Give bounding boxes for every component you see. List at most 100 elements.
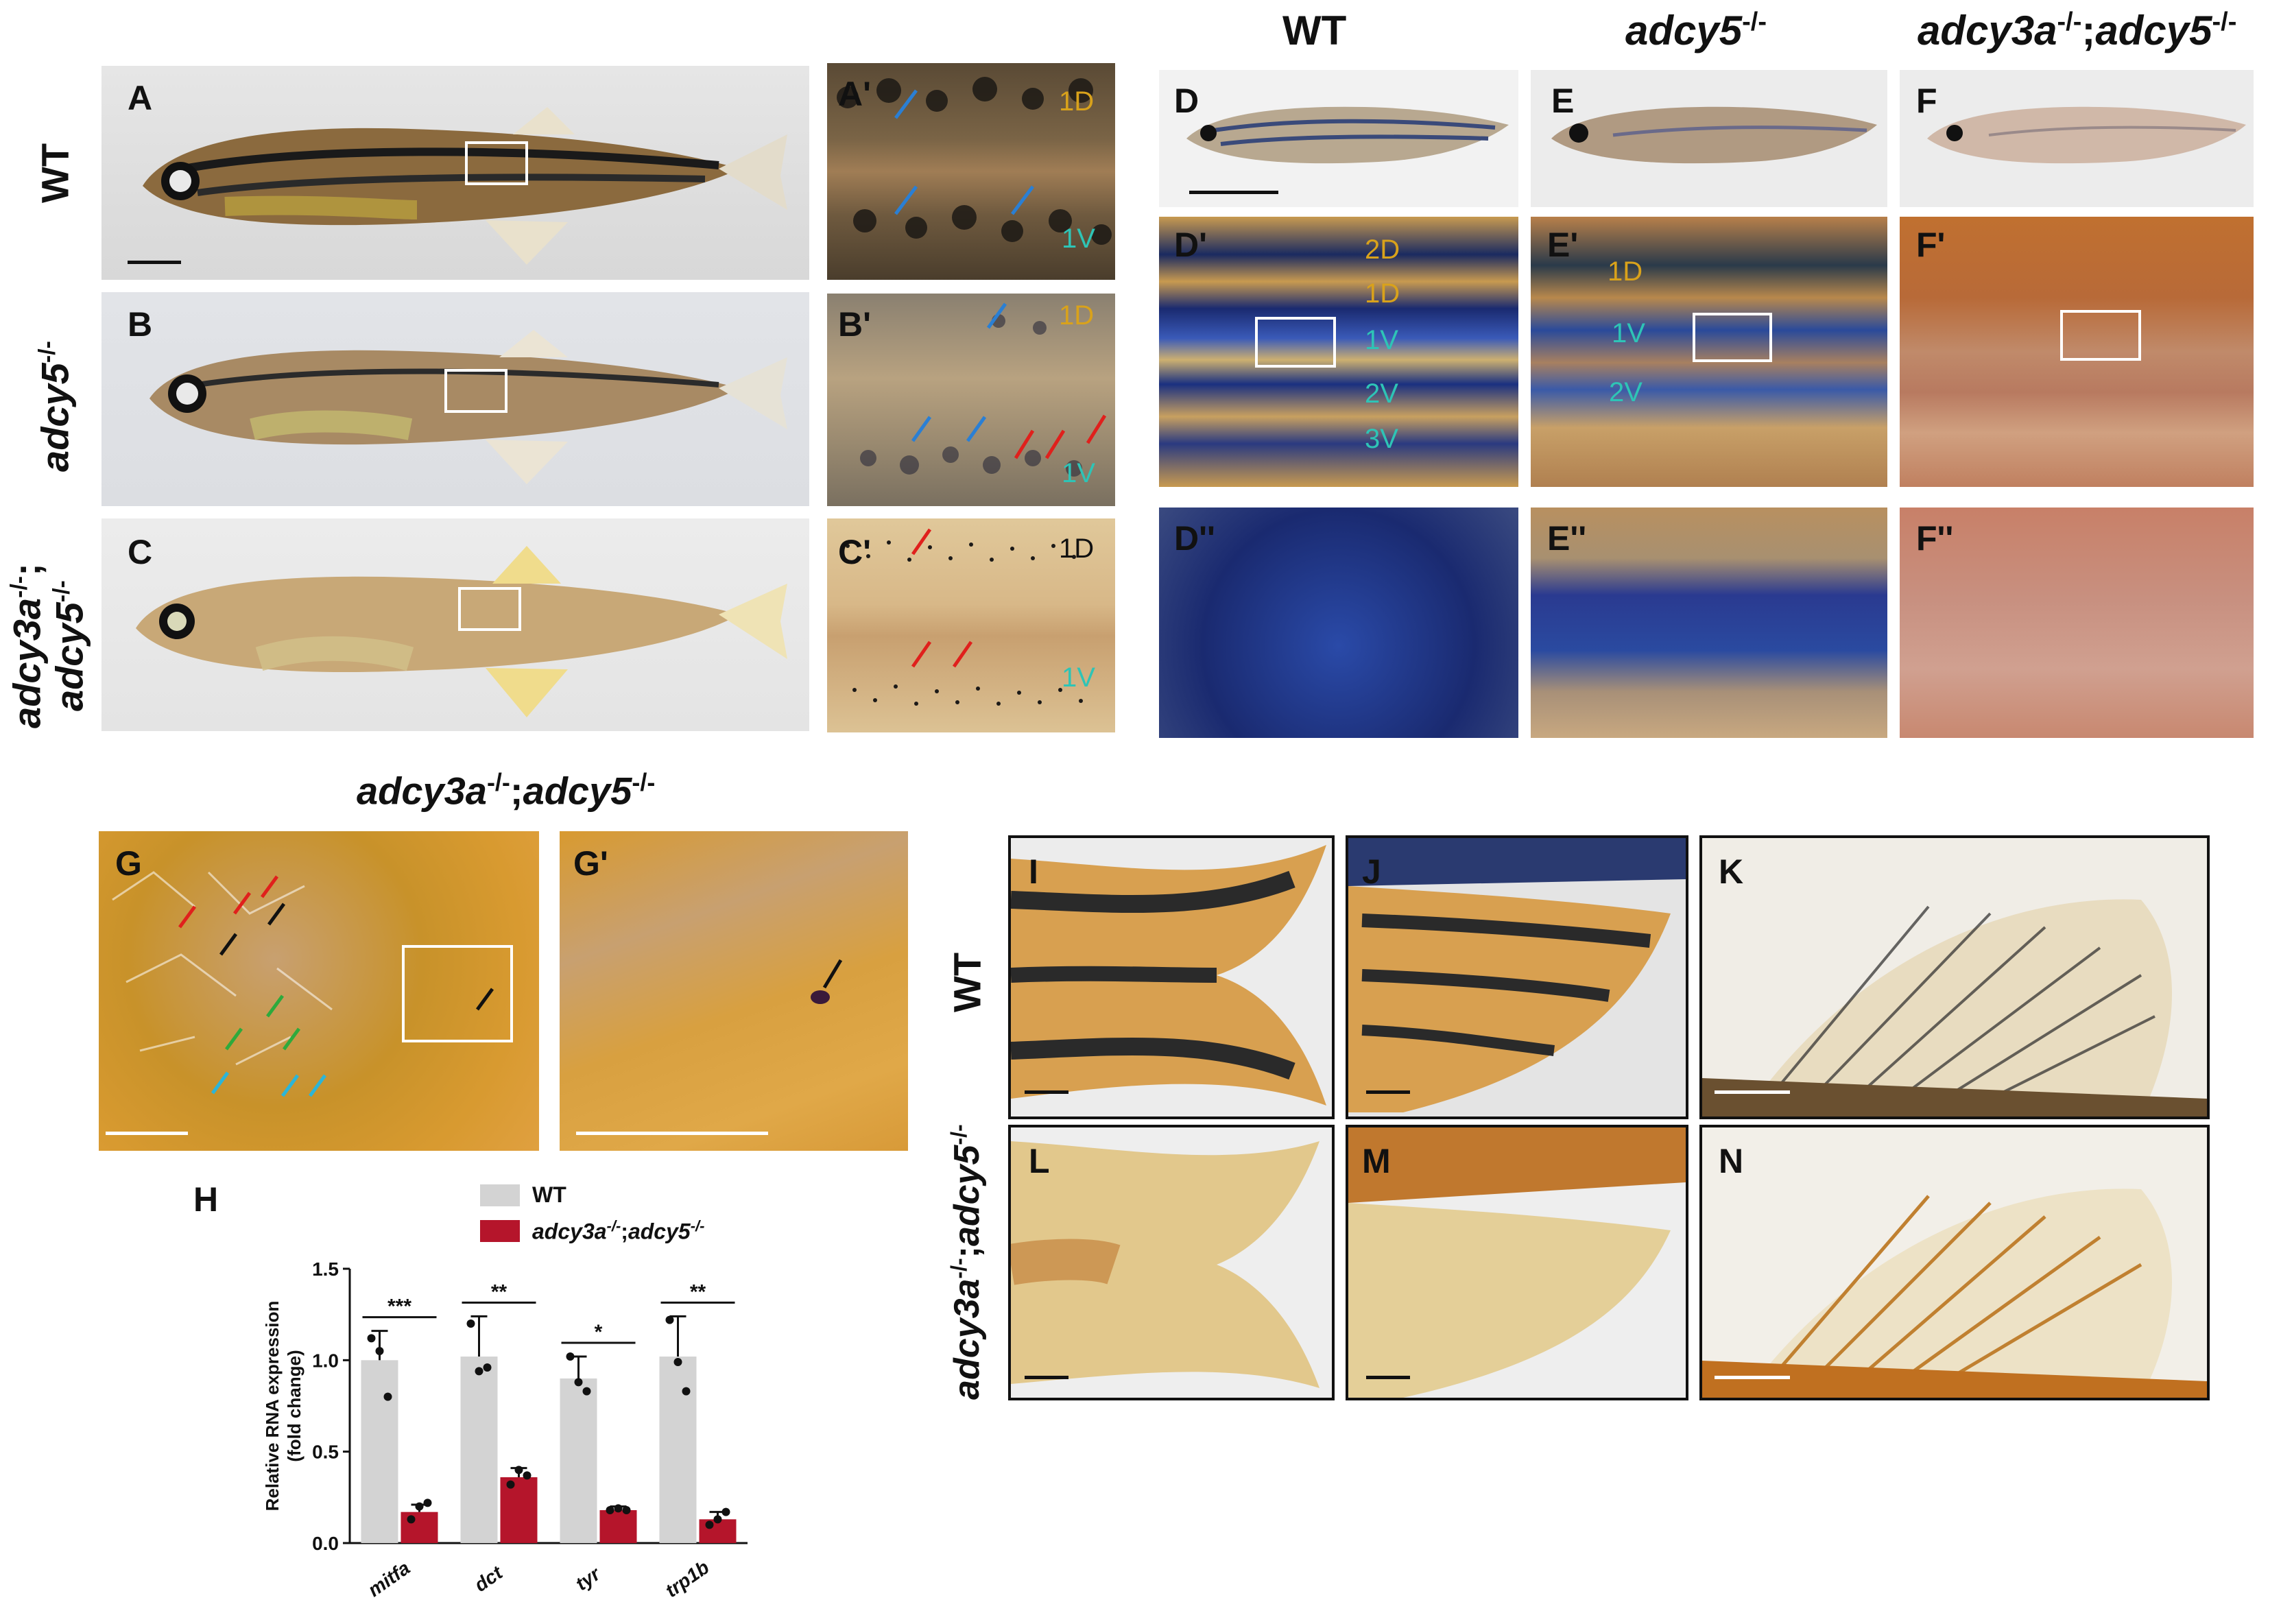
scale-bar-a (128, 261, 181, 264)
significance-label: * (595, 1321, 603, 1344)
scale-bar-n (1715, 1376, 1790, 1379)
row-label-fins-sep: ; (947, 1246, 988, 1258)
fin-l-drawing (1011, 1141, 1319, 1388)
arrow-green (224, 1027, 243, 1051)
arrow-black (822, 959, 843, 989)
panel-label-g: G (115, 844, 142, 883)
data-point (475, 1367, 483, 1376)
inset-box-a (465, 141, 528, 185)
panel-label-c: C (128, 533, 153, 571)
data-point (466, 1320, 475, 1328)
panel-label-c-prime: C' (838, 533, 871, 571)
header-wt: WT (1282, 8, 1347, 53)
panel-b-image (101, 292, 809, 506)
b-prime-melanophores (860, 314, 1082, 477)
row-label-fins-double: adcy3a-/-;adcy5-/- (946, 1097, 988, 1426)
panel-k-image (1699, 835, 2210, 1119)
stripe-label-d-prime-2d: 2D (1365, 235, 1400, 265)
scale-bar-i (1025, 1090, 1068, 1094)
stripe-label-d-prime-2v: 2V (1365, 379, 1398, 409)
panel-d-prime-image (1159, 217, 1518, 487)
data-point (415, 1502, 424, 1511)
g-iridophore-texture (112, 871, 333, 1066)
panel-label-g-prime: G' (573, 844, 608, 883)
a-prime-melanophores (837, 77, 1112, 245)
inset-box-g (402, 945, 513, 1042)
arrow-blue (1011, 185, 1034, 215)
g-arrows (178, 875, 494, 1097)
stripe-label-d-prime-1d: 1D (1365, 278, 1400, 309)
x-tick-label: mitfa (364, 1557, 414, 1601)
bar (361, 1360, 398, 1543)
panel-j-image (1346, 835, 1688, 1119)
stripe-label-b-prime-1d: 1D (1059, 300, 1095, 331)
data-point (383, 1392, 392, 1401)
bar (500, 1477, 538, 1543)
data-point (721, 1507, 730, 1516)
fin-i-drawing (1011, 845, 1326, 1106)
legend-mutant-gene2: adcy5 (628, 1219, 691, 1244)
arrow-green (265, 994, 285, 1018)
panel-label-m: M (1362, 1142, 1391, 1180)
stripe-label-c-prime-1d: 1D (1059, 534, 1095, 564)
arrow-red (1014, 429, 1035, 459)
x-tick-label: trp1b (661, 1556, 713, 1601)
legend-mutant-sup1: -/- (606, 1217, 621, 1234)
row-label-double-gene1: adcy3a (5, 598, 49, 728)
arrow-cyan (308, 1074, 327, 1097)
bar (659, 1357, 697, 1543)
row-label-adcy5-sup: -/- (34, 341, 60, 363)
header-double-mutant: adcy3a-/-;adcy5-/- (1918, 7, 2236, 54)
row-label-double: adcy3a-/-; adcy5-/- (5, 557, 91, 735)
c-prime-arrows (911, 528, 973, 668)
g-title-gene1: adcy3a (357, 769, 487, 813)
fish-double-mutant-drawing (136, 546, 787, 717)
scale-bar-d (1189, 191, 1278, 194)
x-tick-label: tyr (571, 1562, 605, 1595)
significance-label: ** (491, 1280, 507, 1303)
scale-bar-k (1715, 1090, 1790, 1094)
significance-label: *** (387, 1295, 411, 1318)
panel-e-prime-image (1531, 217, 1887, 487)
panel-label-e: E (1551, 82, 1575, 120)
inset-box-b (444, 369, 507, 413)
fin-k-drawing (1702, 899, 2207, 1116)
panel-f-double-prime-image (1900, 508, 2254, 738)
data-point (665, 1315, 674, 1324)
panel-l-image (1008, 1125, 1335, 1400)
stripe-label-e-prime-1v: 1V (1612, 318, 1645, 348)
row-label-fins-gene1: adcy3a (947, 1278, 988, 1400)
arrow-black (267, 903, 286, 926)
stripe-label-a-prime-1d: 1D (1059, 86, 1095, 117)
a-prime-arrows (894, 89, 1034, 215)
b-prime-arrows (911, 302, 1107, 459)
data-point (705, 1520, 714, 1529)
row-label-adcy5: adcy5-/- (33, 338, 77, 475)
data-point (375, 1347, 384, 1355)
stripe-label-b-prime-1v: 1V (1062, 458, 1095, 488)
arrow-red (178, 905, 197, 929)
panel-c-prime-image (827, 518, 1115, 732)
row-label-fins-wt: WT (945, 952, 989, 1013)
legend-swatch-mutant (480, 1219, 520, 1242)
y-tick-label: 0.0 (312, 1533, 339, 1554)
panel-label-f-double-prime: F'' (1916, 519, 1954, 558)
g-title-sup2: -/- (632, 768, 656, 796)
data-point (483, 1363, 492, 1372)
fin-n-drawing (1702, 1189, 2207, 1398)
g-prime-arrows (822, 959, 843, 989)
scale-bar-g (106, 1132, 188, 1135)
panel-m-image (1346, 1125, 1688, 1400)
rna-expression-bar-chart: 0.0 0.5 1.0 1.5 Relative RNA expression(fold… (262, 1258, 748, 1601)
c-prime-melanophores (846, 540, 1083, 706)
arrow-red (1044, 429, 1066, 459)
fin-j-drawing (1348, 838, 1686, 1112)
arrow-red (952, 641, 973, 668)
scale-bar-j (1366, 1090, 1410, 1094)
arrow-green (282, 1027, 301, 1051)
panel-label-h: H (193, 1180, 219, 1219)
legend-item-mutant: adcy3a-/-;adcy5-/- (480, 1217, 704, 1245)
legend-swatch-wt (480, 1184, 520, 1206)
arrow-blue (894, 89, 918, 119)
panel-g-prime-image (560, 831, 908, 1151)
